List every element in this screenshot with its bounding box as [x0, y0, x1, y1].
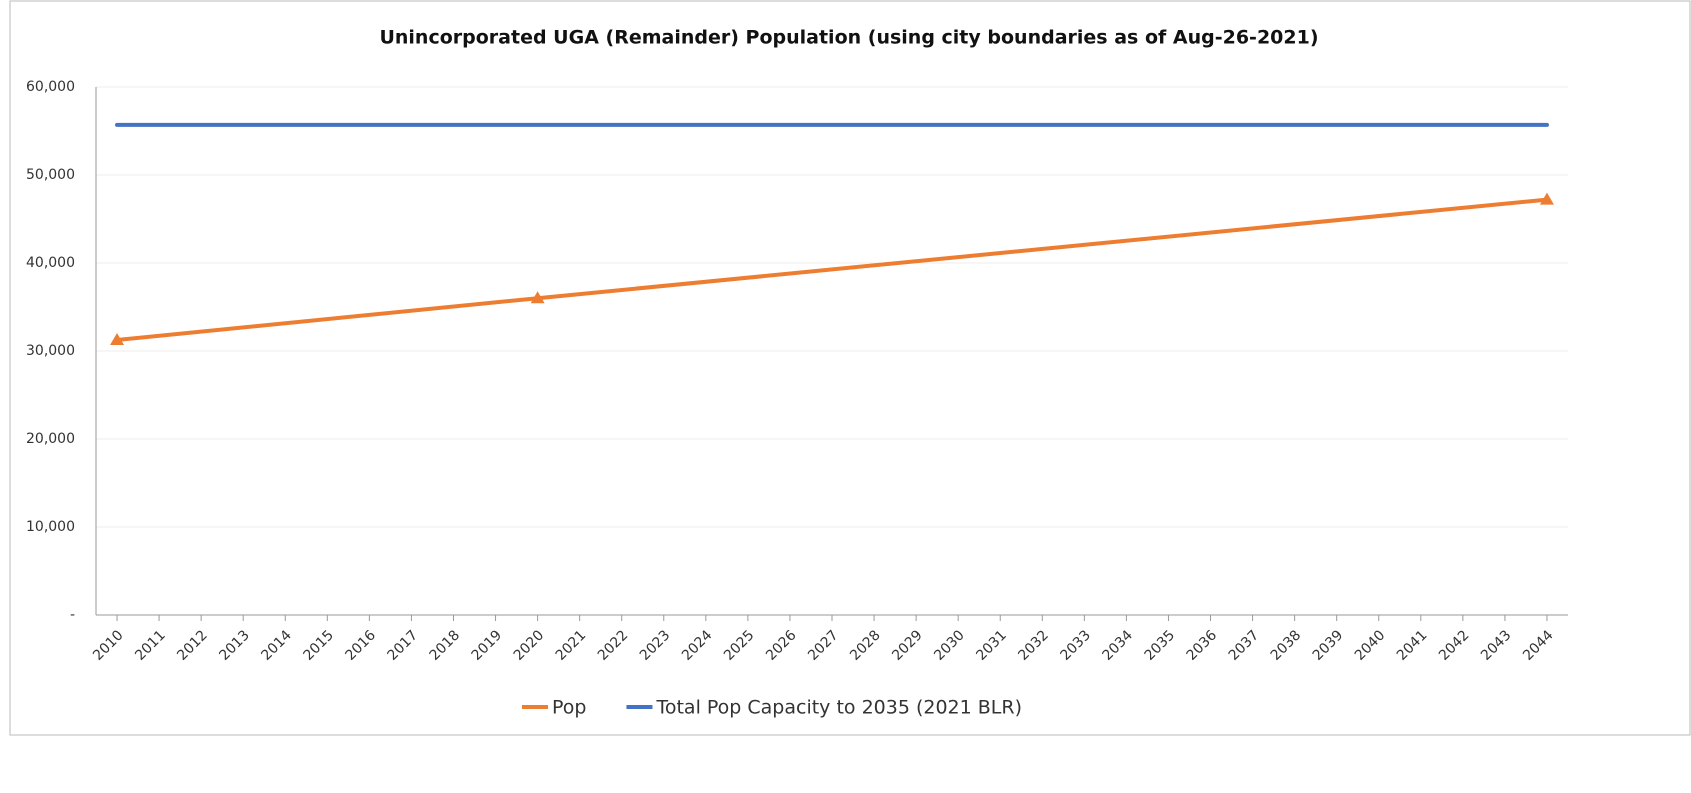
- y-tick-label: 10,000: [26, 519, 75, 535]
- chart-title: Unincorporated UGA (Remainder) Populatio…: [379, 27, 1318, 49]
- y-tick-label: 60,000: [26, 79, 75, 95]
- legend-label: Total Pop Capacity to 2035 (2021 BLR): [655, 697, 1022, 719]
- marker: [110, 333, 125, 345]
- y-tick-label: 20,000: [26, 431, 75, 447]
- y-tick-label: -: [70, 607, 75, 623]
- y-tick-label: 30,000: [26, 343, 75, 359]
- y-tick-label: 50,000: [26, 167, 75, 183]
- marker: [530, 291, 545, 304]
- y-tick-label: 40,000: [26, 255, 75, 271]
- legend-label: Pop: [552, 697, 586, 719]
- chart-frame: [9, 0, 1691, 736]
- marker: [1539, 192, 1554, 205]
